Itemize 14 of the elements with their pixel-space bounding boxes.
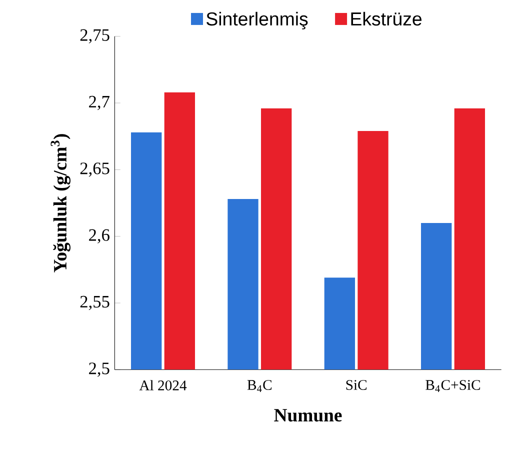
x-tick-label: B$_{4}$C: [247, 380, 272, 392]
y-axis-title: Yoğunluk (g/cm$^{3}$): [50, 134, 70, 272]
y-tick-label: 2,7: [89, 96, 110, 110]
x-tick-label: SiC: [346, 380, 367, 390]
y-tick-label: 2,6: [89, 229, 110, 244]
y-tick-label: 2,65: [80, 162, 110, 177]
legend-label: Ekstrüze: [351, 12, 422, 26]
x-axis-title: Numune: [274, 409, 342, 422]
y-tick-label: 2,5: [89, 362, 110, 377]
x-tick-label: Al 2024: [139, 380, 187, 390]
y-tick-label: 2,75: [80, 29, 110, 44]
x-tick-label: B$_{4}$C+SiC: [426, 380, 480, 392]
y-tick-label: 2,55: [80, 296, 110, 310]
legend-label: Sinterlenmiş: [206, 12, 308, 30]
